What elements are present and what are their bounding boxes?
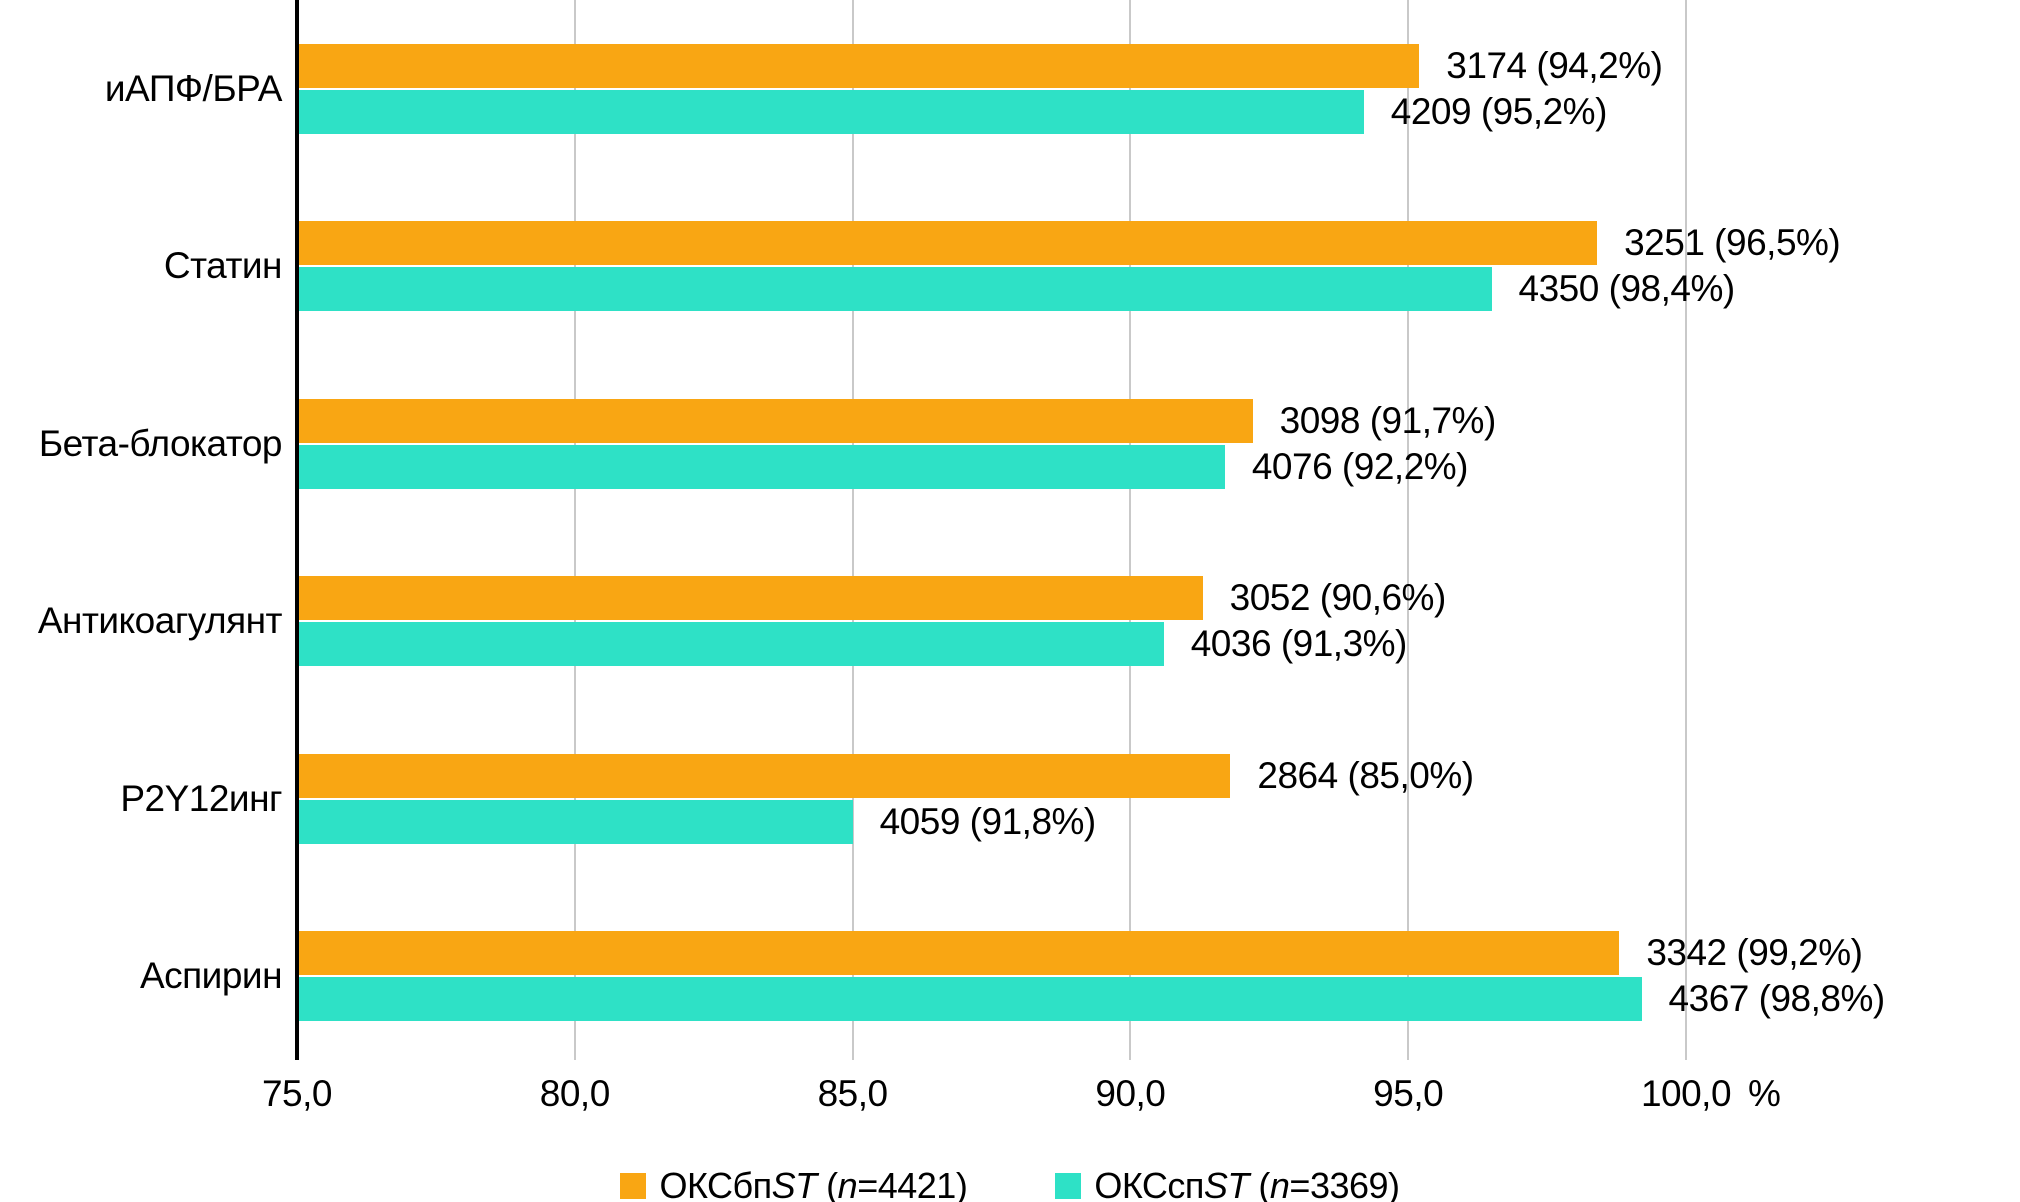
category-label-3: Антикоагулянт <box>37 600 283 642</box>
x-tick-label-75: 75,0 <box>261 1073 333 1114</box>
legend-swatch-oksspst <box>1055 1173 1082 1199</box>
legend-swatch-oksbpst <box>620 1173 647 1199</box>
bar-value-label-oksspst-4: 4059 (91,8%) <box>879 800 1097 842</box>
bar-value-label-oksbpst-2: 3098 (91,7%) <box>1279 399 1497 441</box>
bar-value-label-oksspst-2: 4076 (92,2%) <box>1251 445 1469 487</box>
legend-label-oksspst: ОКСспST (n=3369) <box>1094 1165 1400 1202</box>
legend-text: ( <box>816 1165 838 1202</box>
bar-value-label-oksspst-5: 4367 (98,8%) <box>1668 978 1886 1019</box>
x-tick-label-80: 80,0 <box>539 1073 611 1114</box>
x-tick-label-95: 95,0 <box>1373 1073 1444 1114</box>
bar-oksspst-1 <box>299 267 1492 312</box>
gridline-90 <box>1129 0 1132 1060</box>
bar-value-label-oksbpst-4: 2864 (85,0%) <box>1257 754 1474 796</box>
bar-oksspst-3 <box>299 622 1164 667</box>
category-label-5: Аспирин <box>139 955 283 996</box>
bar-oksspst-0 <box>299 90 1364 134</box>
bar-value-label-oksspst-1: 4350 (98,4%) <box>1518 268 1736 310</box>
legend-text-italic-st: ST <box>1203 1165 1250 1202</box>
legend: ОКСбпST (n=4421) ОКСспST (n=3369) <box>0 1158 2020 1202</box>
bar-value-label-oksbpst-5: 3342 (99,2%) <box>1646 932 1863 973</box>
bar-value-label-oksspst-0: 4209 (95,2%) <box>1390 91 1608 132</box>
legend-text: ОКСсп <box>1094 1165 1204 1202</box>
gridline-80 <box>573 0 576 1060</box>
legend-text: =3369) <box>1289 1165 1400 1202</box>
bar-value-label-oksspst-3: 4036 (91,3%) <box>1190 623 1408 665</box>
legend-text: ОКСбп <box>659 1165 772 1202</box>
bar-oksbpst-4 <box>299 753 1231 798</box>
legend-text-italic-st: ST <box>771 1165 818 1202</box>
bar-oksbpst-0 <box>299 44 1420 88</box>
bar-value-label-oksbpst-3: 3052 (90,6%) <box>1229 577 1447 619</box>
bar-oksspst-2 <box>299 444 1225 489</box>
bar-oksbpst-1 <box>299 221 1598 266</box>
category-label-0: иАПФ/БРА <box>104 68 283 109</box>
bar-oksbpst-3 <box>299 576 1203 621</box>
bar-oksbpst-2 <box>299 398 1253 443</box>
gridline-95 <box>1407 0 1410 1060</box>
bar-oksspst-5 <box>299 977 1642 1021</box>
bar-value-label-oksbpst-1: 3251 (96,5%) <box>1624 222 1841 264</box>
category-label-1: Статин <box>163 245 283 287</box>
x-axis-unit-label: % <box>1748 1073 1781 1114</box>
legend-item-oksbpst: ОКСбпST (n=4421) <box>620 1165 968 1202</box>
category-label-4: P2Y12инг <box>120 777 282 819</box>
x-tick-label-90: 90,0 <box>1095 1073 1166 1114</box>
y-axis-line <box>295 0 299 1060</box>
category-label-2: Бета-блокатор <box>38 422 283 464</box>
bar-value-label-oksbpst-0: 3174 (94,2%) <box>1446 45 1663 86</box>
gridline-100 <box>1685 0 1687 1060</box>
x-tick-label-100: 100,0 <box>1640 1073 1732 1114</box>
legend-text-italic-n: n <box>1269 1165 1290 1202</box>
x-tick-label-85: 85,0 <box>817 1073 889 1114</box>
gridline-85 <box>851 0 854 1060</box>
bar-oksspst-4 <box>299 799 853 844</box>
legend-text-italic-n: n <box>837 1165 858 1202</box>
legend-text: =4421) <box>857 1165 968 1202</box>
legend-item-oksspst: ОКСспST (n=3369) <box>1055 1165 1400 1202</box>
legend-text: ( <box>1248 1165 1270 1202</box>
bar-oksbpst-5 <box>299 931 1620 975</box>
legend-label-oksbpst: ОКСбпST (n=4421) <box>659 1165 967 1202</box>
